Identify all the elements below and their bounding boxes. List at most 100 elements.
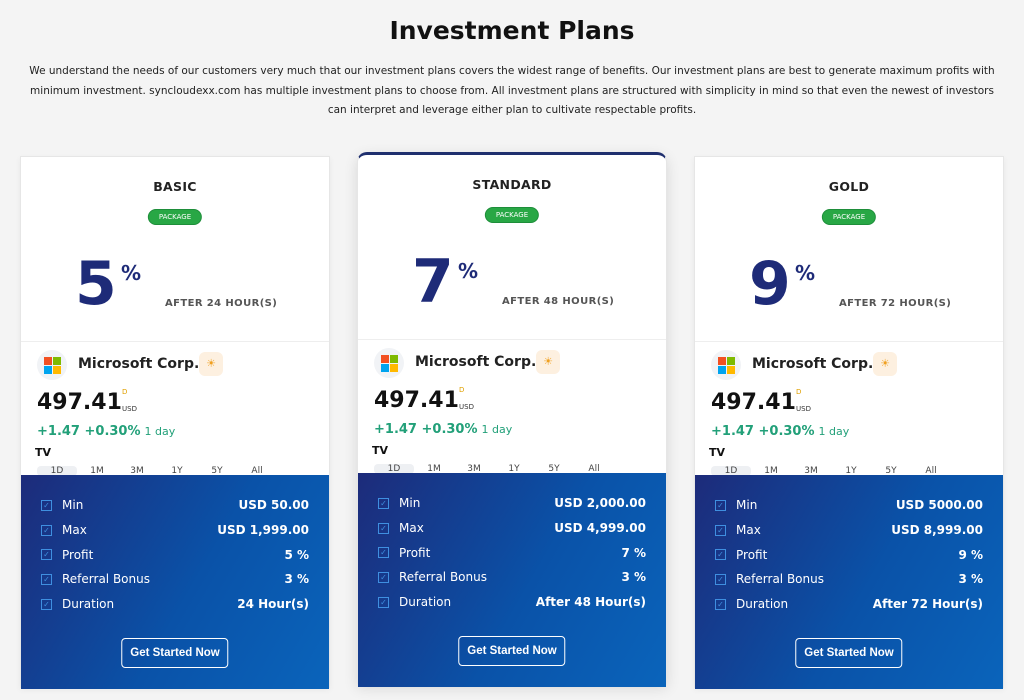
plan-rate: 9 — [749, 249, 791, 319]
stock-price: 497.41 — [711, 390, 796, 415]
detail-value: USD 4,999.00 — [554, 521, 646, 536]
detail-row-min: ✓ Min USD 50.00 — [41, 493, 309, 518]
tradingview-logo-icon[interactable]: TV — [35, 446, 52, 459]
range-tab-3m[interactable]: 3M — [130, 466, 144, 476]
range-tab-1d[interactable]: 1D — [37, 466, 77, 476]
checkbox-icon: ✓ — [41, 549, 52, 561]
detail-label: Referral Bonus — [62, 572, 150, 587]
currency: USD — [796, 405, 811, 413]
change-value: +1.47 — [711, 424, 754, 439]
currency: USD — [122, 405, 137, 413]
detail-label: Profit — [736, 547, 768, 562]
tradingview-logo-icon[interactable]: TV — [709, 446, 726, 459]
company-name: Microsoft Corp. — [78, 356, 200, 372]
stock-widget[interactable]: Microsoft Corp. ☀ 497.41 D USD +1.47 +0.… — [695, 341, 1003, 476]
get-started-button[interactable]: Get Started Now — [795, 638, 903, 668]
range-tab-all[interactable]: All — [925, 466, 937, 476]
range-tabs: 1D 1M 3M 1Y 5Y All — [711, 466, 951, 476]
detail-row-duration: ✓ Duration After 72 Hour(s) — [715, 592, 983, 617]
change-percent: +0.30% — [84, 424, 141, 439]
detail-row-max: ✓ Max USD 4,999.00 — [378, 516, 646, 541]
stock-price: 497.41 — [374, 388, 459, 413]
detail-row-duration: ✓ Duration 24 Hour(s) — [41, 592, 309, 617]
checkbox-icon: ✓ — [715, 524, 726, 536]
range-tab-1d[interactable]: 1D — [711, 466, 751, 476]
range-tab-1m[interactable]: 1M — [427, 464, 441, 474]
plan-name: GOLD — [828, 179, 870, 194]
plan-card-gold: GOLD PACKAGE 9 % AFTER 72 HOUR(S) Micros… — [694, 156, 1004, 689]
tradingview-logo-icon[interactable]: TV — [372, 444, 389, 457]
plan-name: STANDARD — [472, 177, 552, 192]
percent-sign: % — [795, 261, 816, 285]
plan-details: ✓ Min USD 2,000.00 ✓ Max USD 4,999.00 ✓ Profi… — [358, 473, 666, 687]
checkbox-icon: ✓ — [378, 596, 389, 608]
microsoft-logo-icon — [374, 348, 404, 378]
detail-value: 3 % — [621, 570, 646, 585]
detail-value: After 48 Hour(s) — [535, 595, 646, 610]
detail-label: Duration — [62, 597, 115, 612]
price-change: +1.47 +0.30% 1 day — [711, 424, 849, 439]
intro-text: We understand the needs of our customers… — [29, 65, 995, 116]
range-tab-3m[interactable]: 3M — [804, 466, 818, 476]
range-tab-all[interactable]: All — [588, 464, 600, 474]
checkbox-icon: ✓ — [715, 499, 726, 511]
get-started-button[interactable]: Get Started Now — [121, 638, 229, 668]
range-tab-all[interactable]: All — [251, 466, 263, 476]
change-percent: +0.30% — [421, 422, 478, 437]
page-title: Investment Plans — [389, 16, 635, 45]
package-badge: PACKAGE — [484, 207, 540, 223]
change-percent: +0.30% — [758, 424, 815, 439]
range-tab-3m[interactable]: 3M — [467, 464, 481, 474]
range-tab-1y[interactable]: 1Y — [845, 466, 857, 476]
checkbox-icon: ✓ — [715, 598, 726, 610]
range-tab-5y[interactable]: 5Y — [548, 464, 560, 474]
detail-label: Max — [399, 521, 424, 536]
stock-price: 497.41 — [37, 390, 122, 415]
range-tab-1m[interactable]: 1M — [764, 466, 778, 476]
get-started-button[interactable]: Get Started Now — [458, 636, 566, 666]
detail-value: After 72 Hour(s) — [872, 597, 983, 612]
delayed-marker: D — [459, 386, 465, 394]
company-name: Microsoft Corp. — [415, 354, 537, 370]
percent-sign: % — [121, 261, 142, 285]
plan-term: AFTER 72 HOUR(S) — [839, 298, 952, 309]
percent-sign: % — [458, 259, 479, 283]
delayed-marker: D — [796, 388, 802, 396]
checkbox-icon: ✓ — [378, 547, 389, 559]
detail-label: Duration — [736, 597, 789, 612]
detail-value: 9 % — [958, 547, 983, 562]
price-change: +1.47 +0.30% 1 day — [37, 424, 175, 439]
package-badge: PACKAGE — [147, 209, 203, 225]
microsoft-logo-icon — [37, 350, 67, 380]
detail-value: 5 % — [284, 547, 309, 562]
plan-details: ✓ Min USD 50.00 ✓ Max USD 1,999.00 ✓ Profit 5 … — [21, 475, 329, 689]
checkbox-icon: ✓ — [41, 573, 52, 585]
detail-row-min: ✓ Min USD 2,000.00 — [378, 491, 646, 516]
plan-card-standard: STANDARD PACKAGE 7 % AFTER 48 HOUR(S) Mi… — [357, 152, 667, 687]
range-tab-5y[interactable]: 5Y — [885, 466, 897, 476]
range-tab-1y[interactable]: 1Y — [508, 464, 520, 474]
checkbox-icon: ✓ — [41, 598, 52, 610]
detail-value: USD 2,000.00 — [554, 496, 646, 511]
detail-row-referral: ✓ Referral Bonus 3 % — [378, 565, 646, 590]
stock-widget[interactable]: Microsoft Corp. ☀ 497.41 D USD +1.47 +0.… — [21, 341, 329, 476]
checkbox-icon: ✓ — [41, 524, 52, 536]
range-tab-1d[interactable]: 1D — [374, 464, 414, 474]
detail-value: USD 8,999.00 — [891, 523, 983, 538]
range-tabs: 1D 1M 3M 1Y 5Y All — [37, 466, 277, 476]
checkbox-icon: ✓ — [378, 571, 389, 583]
checkbox-icon: ✓ — [41, 499, 52, 511]
currency: USD — [459, 403, 474, 411]
stock-widget[interactable]: Microsoft Corp. ☀ 497.41 D USD +1.47 +0.… — [358, 339, 666, 474]
detail-row-profit: ✓ Profit 7 % — [378, 540, 646, 565]
detail-label: Referral Bonus — [399, 570, 487, 585]
range-tab-5y[interactable]: 5Y — [211, 466, 223, 476]
detail-label: Max — [62, 523, 87, 538]
checkbox-icon: ✓ — [715, 549, 726, 561]
checkbox-icon: ✓ — [378, 522, 389, 534]
market-open-sun-icon: ☀ — [199, 352, 223, 376]
range-tab-1y[interactable]: 1Y — [171, 466, 183, 476]
range-tab-1m[interactable]: 1M — [90, 466, 104, 476]
plan-details: ✓ Min USD 5000.00 ✓ Max USD 8,999.00 ✓ Profit… — [695, 475, 1003, 689]
detail-value: 3 % — [958, 572, 983, 587]
